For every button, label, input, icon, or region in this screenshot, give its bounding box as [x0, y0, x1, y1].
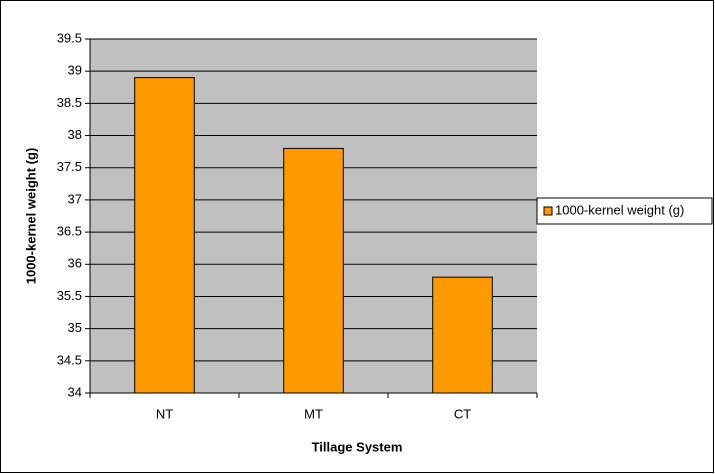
y-tick-label: 37 — [68, 191, 82, 206]
y-tick-label: 37.5 — [57, 159, 82, 174]
y-tick-label: 35.5 — [57, 288, 82, 303]
x-tick-label: MT — [304, 406, 323, 421]
y-tick-label: 36 — [68, 256, 82, 271]
legend-label: 1000-kernel weight (g) — [555, 202, 684, 217]
bar — [283, 147, 344, 394]
y-tick-label: 39.5 — [57, 30, 82, 45]
y-tick-label: 34 — [68, 384, 82, 399]
legend-box — [536, 197, 713, 225]
bar — [432, 276, 493, 394]
x-tick-label: NT — [156, 406, 173, 421]
y-tick-label: 34.5 — [57, 352, 82, 367]
y-tick-label: 36.5 — [57, 224, 82, 239]
legend-swatch — [543, 206, 553, 216]
x-axis-title: Tillage System — [312, 439, 403, 454]
y-tick-label: 39 — [68, 63, 82, 78]
y-tick-label: 35 — [68, 320, 82, 335]
y-axis-title: 1000-kernel weight (g) — [23, 148, 38, 285]
y-tick-label: 38.5 — [57, 95, 82, 110]
y-tick-label: 38 — [68, 127, 82, 142]
x-tick-label: CT — [454, 406, 471, 421]
bar — [134, 77, 195, 394]
